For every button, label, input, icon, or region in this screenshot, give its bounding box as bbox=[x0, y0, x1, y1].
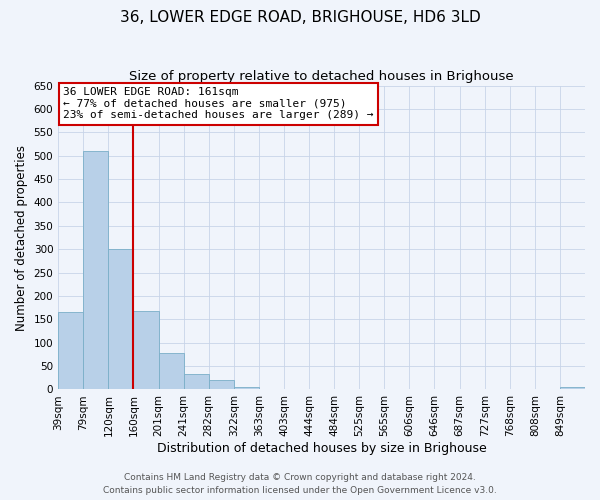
Bar bbox=[133, 311, 158, 390]
Bar bbox=[83, 151, 109, 390]
X-axis label: Distribution of detached houses by size in Brighouse: Distribution of detached houses by size … bbox=[157, 442, 487, 455]
Text: 36 LOWER EDGE ROAD: 161sqm
← 77% of detached houses are smaller (975)
23% of sem: 36 LOWER EDGE ROAD: 161sqm ← 77% of deta… bbox=[64, 87, 374, 120]
Bar bbox=[209, 380, 234, 390]
Text: Contains HM Land Registry data © Crown copyright and database right 2024.
Contai: Contains HM Land Registry data © Crown c… bbox=[103, 474, 497, 495]
Text: 36, LOWER EDGE ROAD, BRIGHOUSE, HD6 3LD: 36, LOWER EDGE ROAD, BRIGHOUSE, HD6 3LD bbox=[119, 10, 481, 25]
Bar bbox=[58, 312, 83, 390]
Title: Size of property relative to detached houses in Brighouse: Size of property relative to detached ho… bbox=[129, 70, 514, 83]
Bar bbox=[234, 387, 259, 390]
Bar bbox=[109, 249, 133, 390]
Y-axis label: Number of detached properties: Number of detached properties bbox=[15, 144, 28, 330]
Bar bbox=[158, 353, 184, 390]
Bar bbox=[184, 374, 209, 390]
Bar bbox=[560, 387, 585, 390]
